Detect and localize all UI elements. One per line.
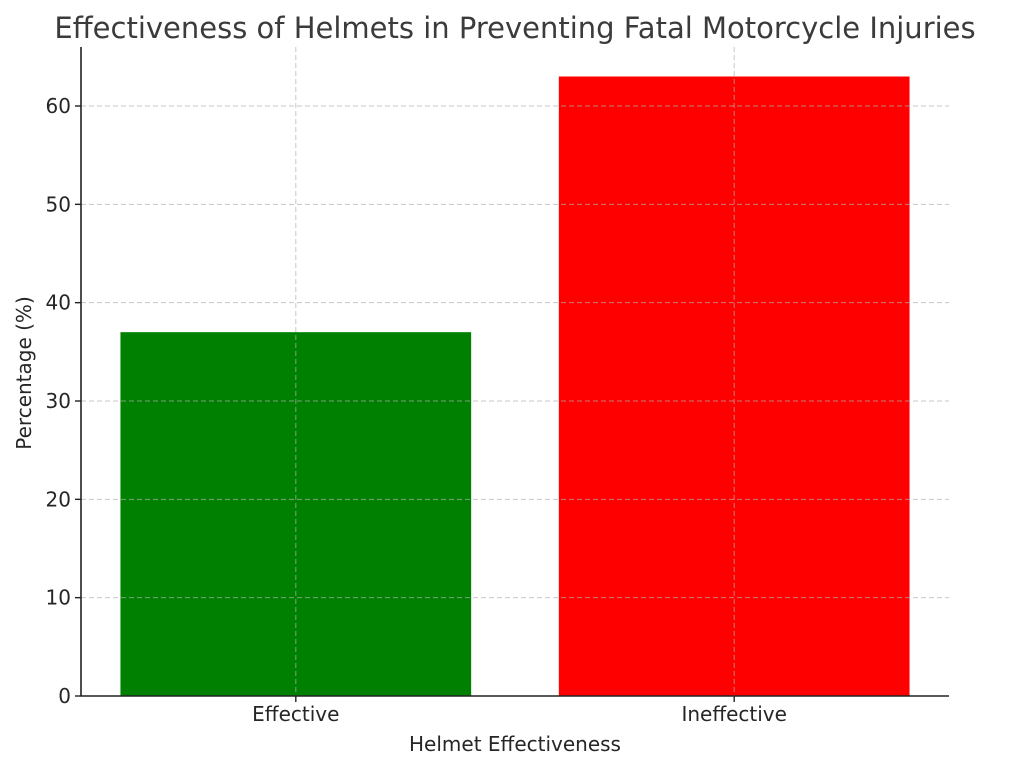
- y-tick-label: 50: [46, 192, 71, 216]
- x-tick-label-ineffective: Ineffective: [681, 702, 787, 726]
- y-tick-label: 40: [46, 291, 71, 315]
- grid-layer: [81, 47, 949, 696]
- y-axis-label: Percentage (%): [12, 296, 36, 449]
- y-tick-label: 10: [46, 586, 71, 610]
- axes-layer: [80, 47, 949, 697]
- y-tick-label: 60: [46, 94, 71, 118]
- x-axis-label: Helmet Effectiveness: [409, 732, 621, 756]
- x-tick-label-effective: Effective: [252, 702, 339, 726]
- y-tick-label: 30: [46, 389, 71, 413]
- ticks-layer: 0 10 20 30 40 50 60 Effective Ineffective: [46, 94, 787, 726]
- y-tick-label: 20: [46, 487, 71, 511]
- y-tick-label: 0: [58, 684, 71, 708]
- bars-layer: [120, 76, 910, 696]
- chart-title: Effectiveness of Helmets in Preventing F…: [54, 11, 975, 45]
